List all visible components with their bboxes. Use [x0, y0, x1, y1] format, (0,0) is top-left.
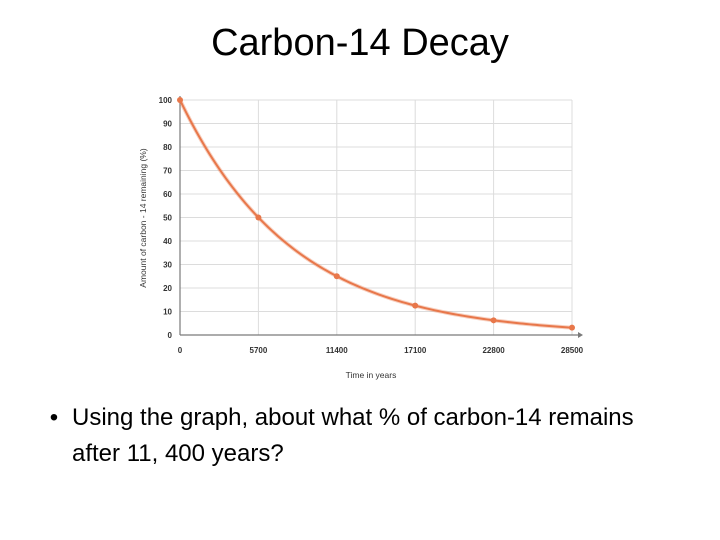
y-tick-label: 50	[163, 214, 172, 223]
y-tick-label: 70	[163, 167, 172, 176]
data-point	[255, 214, 262, 221]
data-point	[569, 324, 575, 331]
tick-label-layer: 0 10 20 30 40 50 60 70 80 90 100 0 5700 11400 17100 228…	[159, 96, 584, 355]
x-tick-label: 0	[178, 346, 183, 355]
question-bullet: • Using the graph, about what % of carbo…	[42, 400, 682, 472]
y-tick-label: 40	[163, 237, 172, 246]
data-point	[333, 273, 340, 280]
decay-chart-svg: 0 10 20 30 40 50 60 70 80 90 100 0 5700 11400 17100 228…	[138, 96, 584, 380]
y-tick-label: 90	[163, 120, 172, 129]
slide-title: Carbon-14 Decay	[211, 22, 509, 64]
x-axis-label: Time in years	[346, 370, 397, 380]
question-text: Using the graph, about what % of carbon-…	[72, 404, 634, 467]
decay-chart: 0 10 20 30 40 50 60 70 80 90 100 0 5700 11400 17100 228…	[130, 88, 590, 388]
x-tick-label: 28500	[561, 346, 584, 355]
series-layer	[177, 97, 575, 331]
y-tick-label: 100	[159, 96, 173, 105]
data-point	[490, 317, 497, 324]
decay-curve	[179, 99, 573, 329]
grid-layer	[179, 99, 573, 336]
y-tick-label: 0	[168, 331, 173, 340]
data-point	[177, 97, 183, 103]
x-tick-label: 17100	[404, 346, 427, 355]
y-tick-label: 30	[163, 261, 172, 270]
y-tick-label: 60	[163, 190, 172, 199]
y-axis-label: Amount of carbon - 14 remaining (%)	[138, 148, 148, 288]
data-point	[412, 302, 419, 309]
axis-layer	[179, 96, 583, 338]
y-tick-label: 10	[163, 308, 172, 317]
x-tick-label: 22800	[482, 346, 505, 355]
y-tick-label: 80	[163, 143, 172, 152]
x-axis-arrow	[578, 332, 583, 338]
bullet-marker: •	[49, 404, 59, 431]
y-tick-label: 20	[163, 284, 172, 293]
x-tick-label: 5700	[250, 346, 268, 355]
x-tick-label: 11400	[326, 346, 348, 355]
